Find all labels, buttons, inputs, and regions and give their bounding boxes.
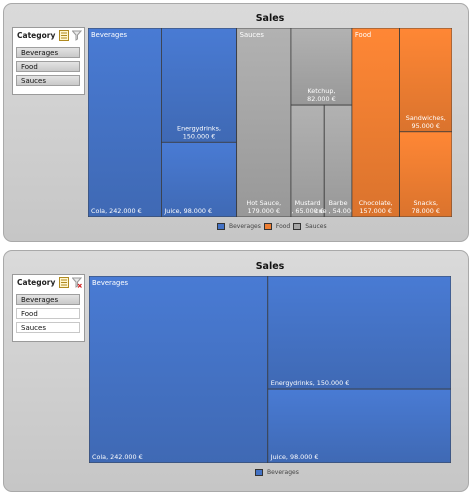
group-label-beverages: Beverages (91, 31, 128, 39)
slicer-item-beverages[interactable]: Beverages (16, 294, 80, 305)
chart-title: Sales (255, 261, 285, 272)
treemap-tile-juice[interactable] (267, 388, 451, 463)
legend-label-beverages: Beverages (267, 469, 299, 476)
data-label-ketchup: Ketchup, (307, 87, 335, 95)
data-label-sandwiches: Sandwiches, (406, 114, 446, 122)
data-label-hot-sauce: Hot Sauce, (246, 199, 281, 207)
treemap-tile-energydrinks[interactable] (267, 276, 451, 390)
treemap-tile-chocolate[interactable] (351, 28, 400, 217)
chart-panel-all: Category Beverages Food Sauces Sales Col… (3, 3, 469, 242)
slicer-item-sauces[interactable]: Sauces (16, 75, 80, 86)
legend-label-sauces: Sauces (305, 223, 327, 230)
chart-panel-beverages: Category Beverages Food Sauces Sales Col… (3, 250, 469, 492)
legend-label-beverages: Beverages (229, 223, 261, 230)
data-label-chocolate: Chocolate, (359, 199, 393, 207)
group-label-sauces: Sauces (240, 31, 265, 39)
data-label-ketchup: 82.000 € (307, 95, 335, 103)
chart-legend: Beverages (255, 469, 299, 476)
data-label-barbecue: Barbe (329, 199, 348, 207)
treemap-tile-cola[interactable] (88, 28, 162, 217)
treemap-tile-snacks[interactable] (399, 131, 452, 217)
treemap-tile-cola[interactable] (89, 276, 269, 463)
data-label-juice: Juice, 98.000 € (163, 207, 212, 215)
group-label-beverages: Beverages (92, 279, 129, 287)
treemap-tile-juice[interactable] (161, 141, 238, 217)
data-label-energydrinks: 150.000 € (183, 132, 216, 140)
slicer-item-beverages[interactable]: Beverages (16, 47, 80, 58)
category-slicer: Category Beverages Food Sauces (12, 274, 85, 342)
legend-swatch-sauces (293, 223, 302, 230)
legend-label-food: Food (275, 223, 291, 230)
clear-filter-icon[interactable] (72, 30, 82, 41)
legend-swatch-food (263, 223, 272, 230)
data-label-energydrinks: Energydrinks, 150.000 € (271, 379, 350, 387)
data-label-hot-sauce: 179.000 € (248, 207, 281, 215)
clear-filter-icon[interactable] (72, 277, 82, 288)
legend-swatch-beverages (217, 223, 225, 230)
multi-select-icon[interactable] (59, 30, 69, 41)
category-slicer: Category Beverages Food Sauces (12, 27, 85, 95)
group-label-food: Food (355, 31, 371, 39)
legend-swatch-beverages (255, 469, 263, 476)
slicer-header: Category (17, 31, 56, 40)
data-label-barbecue: cue , 54.000 € (315, 207, 361, 215)
slicer-item-food[interactable]: Food (16, 308, 80, 319)
data-label-juice: Juice, 98.000 € (270, 453, 319, 461)
data-label-energydrinks: Energydrinks, (177, 124, 221, 132)
chart-title: Sales (255, 13, 285, 24)
data-label-mustard: , 65.000 € (291, 207, 324, 215)
treemap-tile-mustard[interactable] (290, 104, 325, 217)
data-label-sandwiches: 95.000 € (412, 122, 440, 130)
chart-legend: Beverages Food Sauces (217, 223, 327, 230)
data-label-cola: Cola, 242.000 € (92, 453, 143, 461)
slicer-header: Category (17, 278, 56, 287)
treemap-tile-energydrinks[interactable] (161, 28, 238, 143)
data-label-snacks: 78.000 € (412, 207, 440, 215)
data-label-snacks: Snacks, (413, 199, 438, 207)
treemap-tile-hot-sauce[interactable] (236, 28, 292, 217)
data-label-mustard: Mustard (295, 199, 321, 207)
multi-select-icon[interactable] (59, 277, 69, 288)
slicer-item-food[interactable]: Food (16, 61, 80, 72)
data-label-cola: Cola, 242.000 € (91, 207, 142, 215)
treemap-chart: Cola, 242.000 € Energydrinks, 150.000 € Ju… (89, 276, 451, 463)
treemap-tile-barbecue[interactable] (323, 104, 353, 217)
slicer-item-sauces[interactable]: Sauces (16, 322, 80, 333)
data-label-chocolate: 157.000 € (359, 207, 392, 215)
treemap-chart: Cola, 242.000 € Energydrinks,150.000 € Jui… (88, 28, 452, 217)
